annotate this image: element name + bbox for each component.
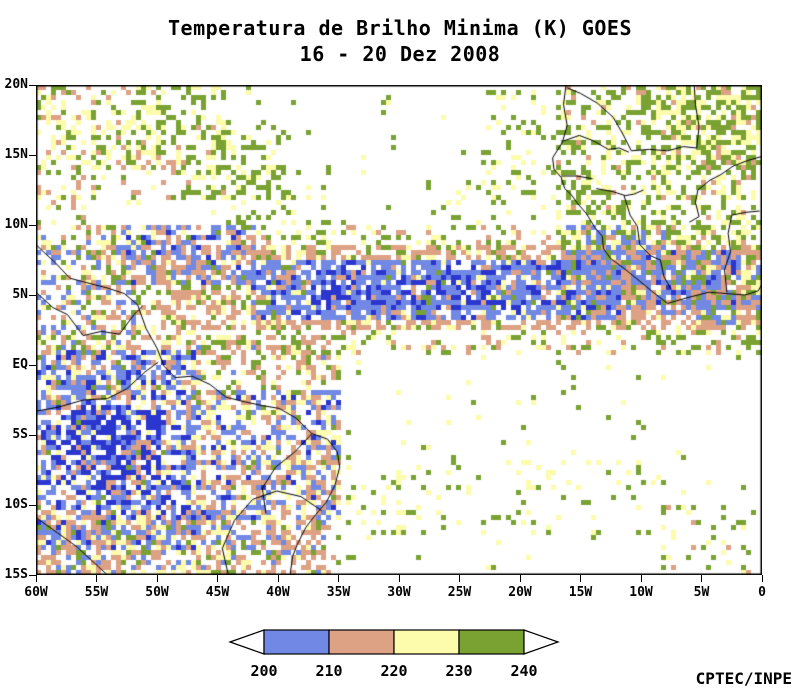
- lat-tick-label: 5S: [12, 427, 28, 442]
- lon-tick-label: 15W: [568, 585, 593, 600]
- lon-tick-mark: [580, 575, 581, 582]
- chart-title: Temperatura de Brilho Minima (K) GOES: [167, 16, 633, 40]
- lon-tick-label: 35W: [326, 585, 351, 600]
- lon-tick-label: 30W: [387, 585, 411, 600]
- lat-tick-mark: [29, 364, 36, 366]
- lon-tick-label: 20W: [508, 585, 532, 600]
- lat-tick-mark: [29, 84, 36, 86]
- lat-tick-label: 5N: [12, 287, 28, 302]
- lon-tick-mark: [701, 575, 702, 582]
- lat-tick-mark: [29, 504, 36, 506]
- lat-tick-mark: [29, 224, 36, 226]
- lon-tick-label: 40W: [266, 585, 290, 600]
- lon-tick-mark: [156, 575, 158, 582]
- lon-tick-mark: [459, 575, 460, 582]
- lon-tick-label: 25W: [447, 585, 472, 600]
- lon-tick-label: 55W: [84, 585, 109, 600]
- lat-tick-mark: [29, 294, 36, 296]
- colorbar-segment: [263, 629, 330, 655]
- lon-tick-mark: [217, 575, 218, 582]
- lat-tick-label: 15N: [4, 147, 28, 162]
- lon-tick-mark: [398, 575, 400, 582]
- colorbar-level-label: 240: [510, 662, 537, 680]
- lat-tick-label: 15S: [4, 567, 28, 582]
- colorbar-below-arrow: [228, 629, 265, 655]
- colorbar-segment: [458, 629, 525, 655]
- lon-tick-mark: [761, 575, 763, 582]
- colorbar-level-label: 220: [380, 662, 407, 680]
- lat-tick-mark: [29, 434, 36, 436]
- lon-tick-mark: [277, 575, 279, 582]
- colorbar-level-label: 230: [445, 662, 472, 680]
- lat-tick-label: 10S: [4, 497, 28, 512]
- lat-tick-label: 10N: [4, 217, 28, 232]
- colorbar-level-label: 200: [250, 662, 277, 680]
- lon-tick-mark: [338, 575, 339, 582]
- lon-tick-label: 50W: [145, 585, 169, 600]
- lat-tick-label: EQ: [12, 357, 28, 372]
- lat-tick-label: 20N: [4, 77, 28, 92]
- lon-tick-label: 60W: [24, 585, 48, 600]
- colorbar: 200 210 220 230 240: [228, 629, 560, 680]
- colorbar-above-arrow: [523, 629, 560, 655]
- lon-tick-mark: [96, 575, 97, 582]
- chart-subtitle: 16 - 20 Dez 2008: [299, 42, 501, 66]
- colorbar-segment: [393, 629, 460, 655]
- lon-tick-label: 45W: [205, 585, 230, 600]
- lon-tick-label: 5W: [693, 585, 710, 600]
- credit-label: CPTEC/INPE: [695, 669, 792, 688]
- lon-tick-label: 10W: [629, 585, 653, 600]
- map-canvas: [36, 85, 762, 575]
- lon-tick-mark: [519, 575, 521, 582]
- lat-tick-mark: [29, 574, 36, 576]
- lat-tick-mark: [29, 154, 36, 156]
- colorbar-segment: [328, 629, 395, 655]
- lon-tick-mark: [640, 575, 642, 582]
- lon-tick-mark: [35, 575, 37, 582]
- colorbar-level-label: 210: [315, 662, 342, 680]
- lon-tick-label: 0: [758, 585, 766, 600]
